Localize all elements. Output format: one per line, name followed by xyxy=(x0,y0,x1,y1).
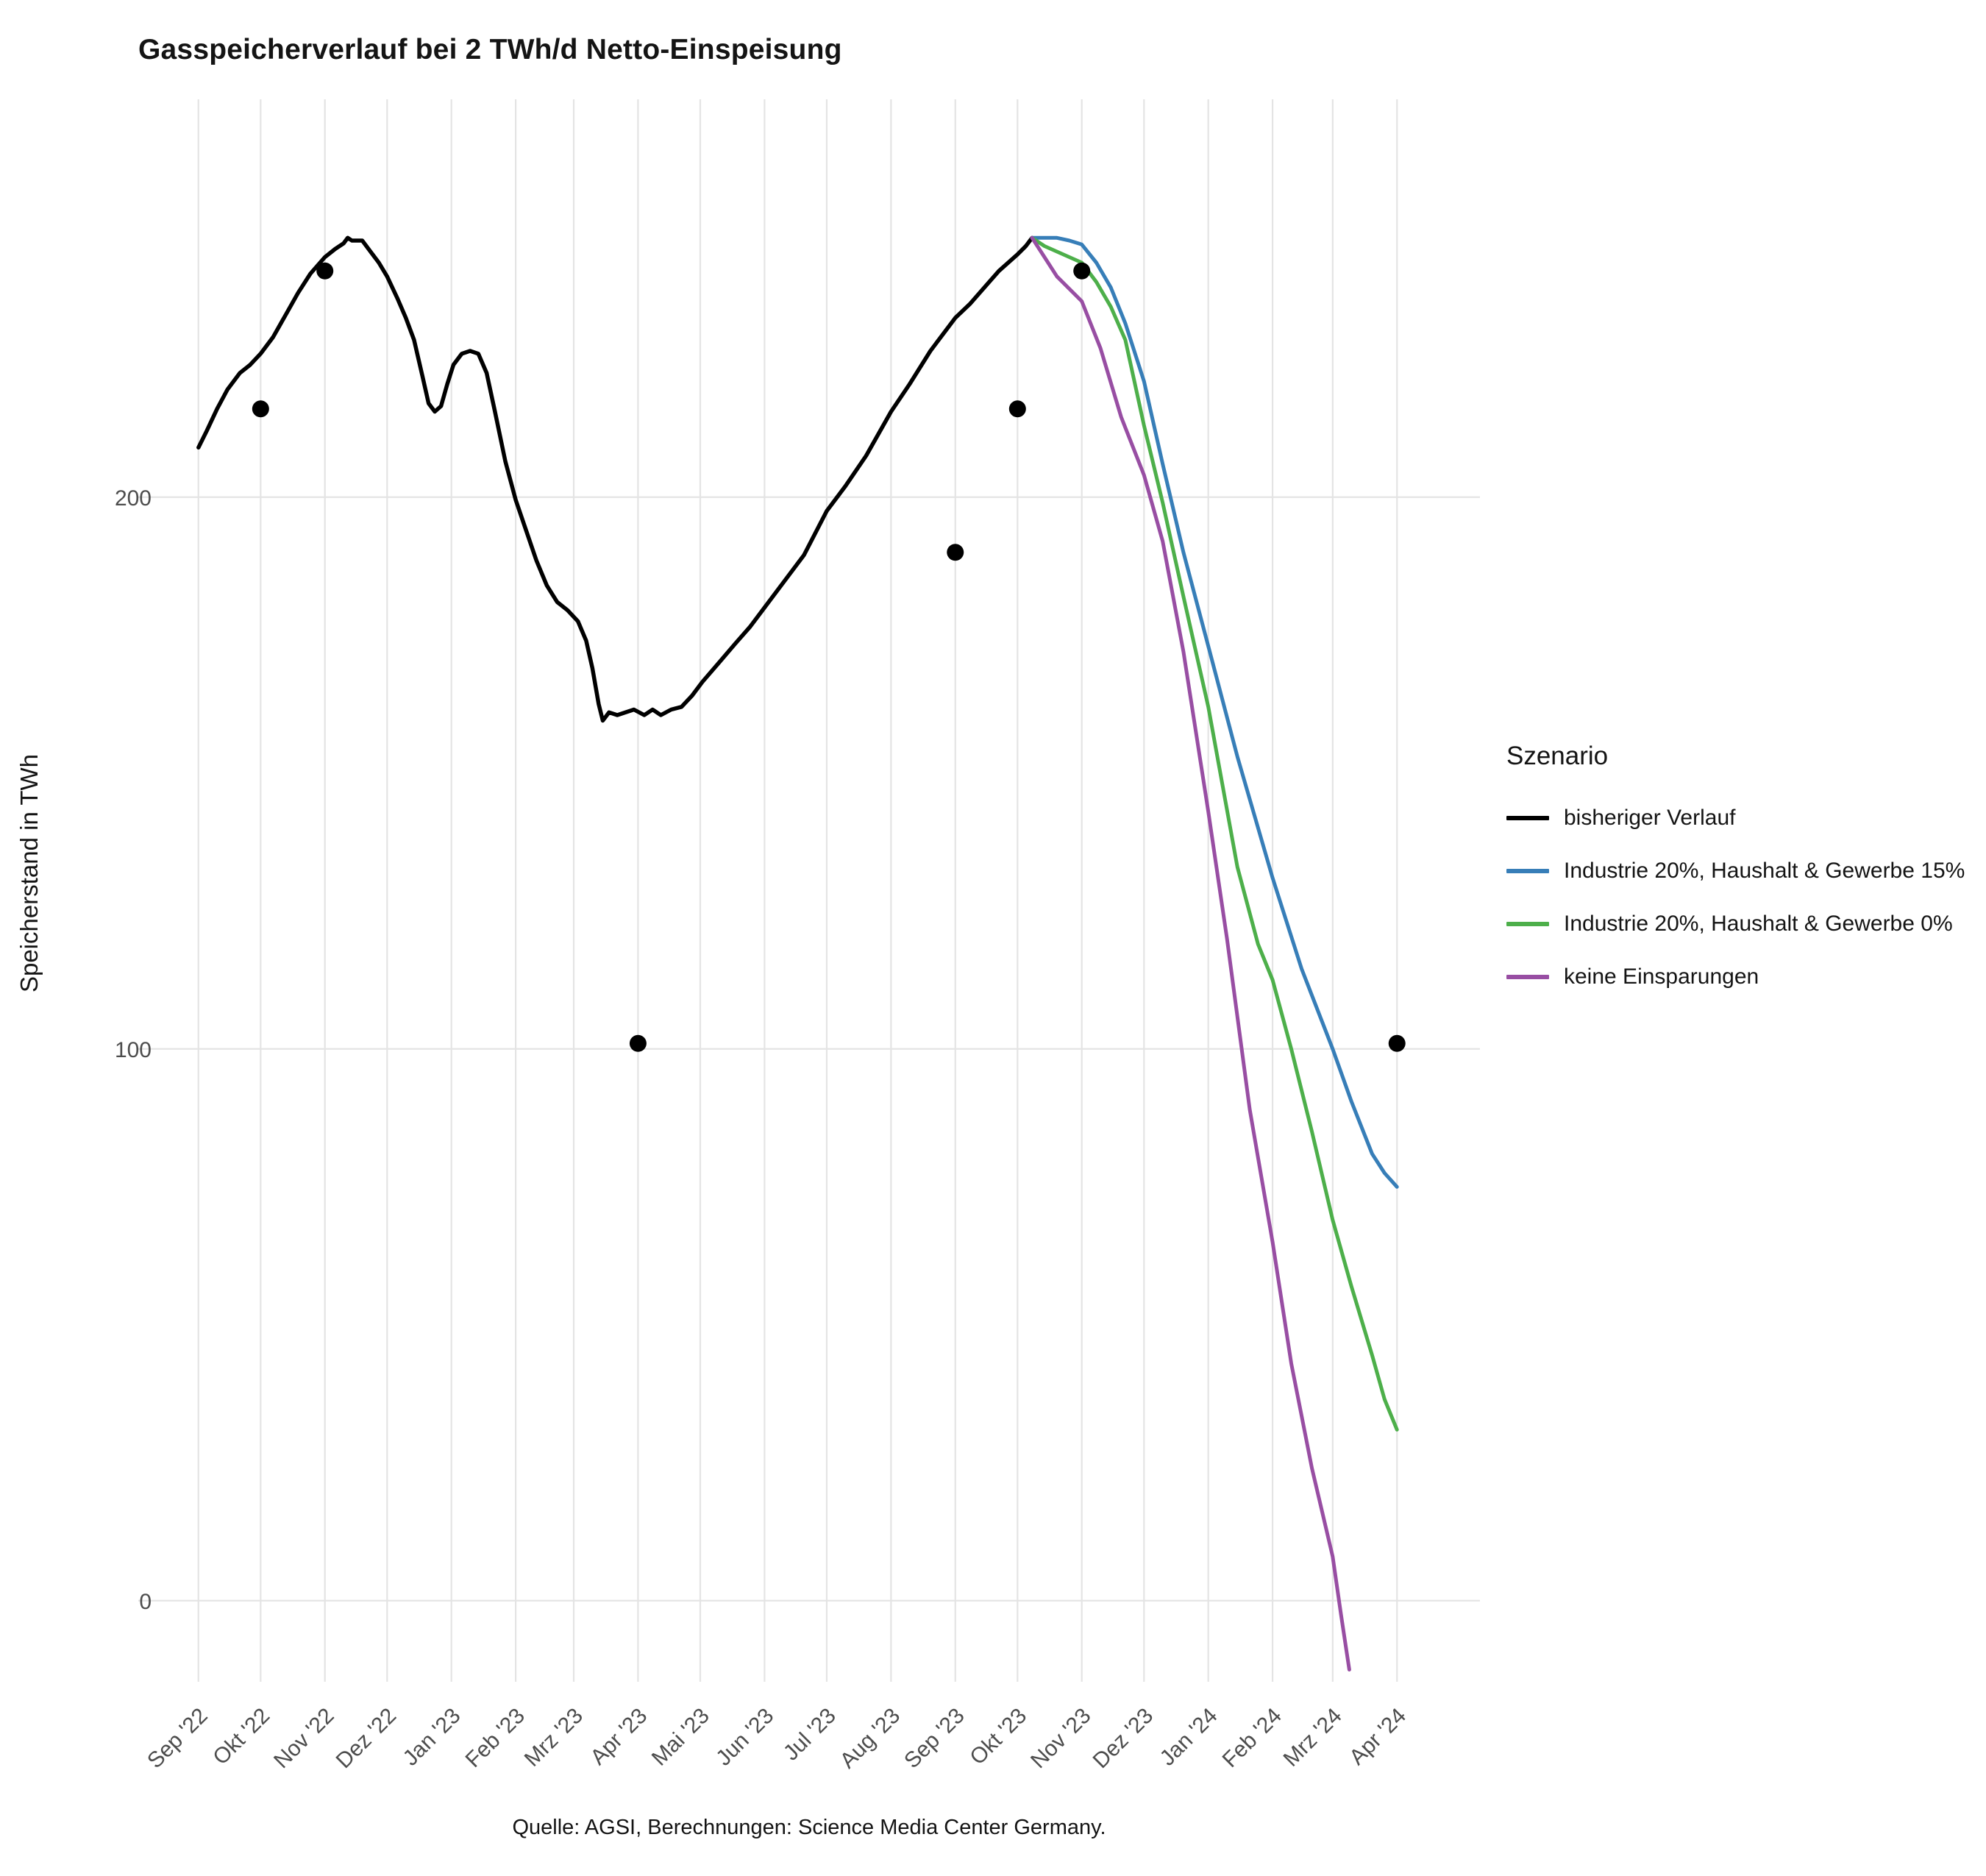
series-line-bisheriger-verlauf xyxy=(196,235,1034,723)
series-line-industrie-20-haushalt-gewerbe-15- xyxy=(1030,235,1399,1189)
target-dot xyxy=(1388,1034,1406,1052)
x-tick-label: Feb '23 xyxy=(461,1704,530,1772)
target-dot xyxy=(1073,262,1091,280)
y-axis-label: Speicherstand in TWh xyxy=(15,753,43,993)
x-tick-label: Jun '23 xyxy=(711,1704,778,1771)
x-tick-label: Sep '23 xyxy=(900,1704,969,1774)
x-tick-label: Jul '23 xyxy=(779,1704,841,1766)
legend-item-label: Industrie 20%, Haushalt & Gewerbe 15% xyxy=(1564,859,1965,883)
x-tick-label: Jan '23 xyxy=(399,1704,466,1771)
x-tick-label: Apr '23 xyxy=(586,1704,652,1770)
legend-item-label: Industrie 20%, Haushalt & Gewerbe 0% xyxy=(1564,912,1953,936)
x-tick-label: Feb '24 xyxy=(1218,1704,1286,1772)
x-tick-label: Aug '23 xyxy=(836,1704,905,1774)
y-tick-label: 100 xyxy=(115,1038,152,1062)
legend-swatch-icon xyxy=(1506,869,1549,873)
x-tick-label: Jan '24 xyxy=(1156,1704,1222,1771)
x-tick-label: Dez '22 xyxy=(332,1704,402,1774)
legend-item: bisheriger Verlauf xyxy=(1506,792,1986,845)
x-tick-label: Nov '22 xyxy=(269,1704,339,1774)
x-tick-label: Mrz '23 xyxy=(520,1704,588,1772)
y-tick-label: 0 xyxy=(139,1590,152,1614)
target-dot xyxy=(316,262,334,280)
target-dot xyxy=(1008,400,1026,418)
x-tick-label: Dez '23 xyxy=(1089,1704,1158,1774)
series-line-keine-einsparungen xyxy=(1030,235,1351,1671)
x-tick-label: Okt '23 xyxy=(965,1704,1031,1770)
legend-swatch-icon xyxy=(1506,816,1549,820)
x-tick-label: Sep '22 xyxy=(143,1704,213,1774)
target-dot xyxy=(252,400,269,418)
target-dot xyxy=(947,544,964,561)
y-tick-label: 200 xyxy=(115,486,152,511)
series-line-industrie-20-haushalt-gewerbe-0- xyxy=(1030,235,1399,1432)
legend: Szenario bisheriger Verlauf Industrie 20%… xyxy=(1506,742,1986,1003)
legend-title: Szenario xyxy=(1506,742,1609,770)
legend-swatch-icon xyxy=(1506,975,1549,979)
legend-item: Industrie 20%, Haushalt & Gewerbe 15% xyxy=(1506,845,1986,898)
target-dot xyxy=(629,1034,647,1052)
x-tick-label: Mai '23 xyxy=(647,1704,714,1771)
legend-item: Industrie 20%, Haushalt & Gewerbe 0% xyxy=(1506,898,1986,951)
legend-swatch-icon xyxy=(1506,922,1549,926)
caption: Quelle: AGSI, Berechnungen: Science Medi… xyxy=(512,1816,1106,1839)
x-tick-label: Nov '23 xyxy=(1026,1704,1096,1774)
legend-item: keine Einsparungen xyxy=(1506,951,1986,1003)
chart-title: Gasspeicherverlauf bei 2 TWh/d Netto-Ein… xyxy=(138,34,842,65)
x-tick-label: Apr '24 xyxy=(1345,1704,1411,1770)
legend-items: bisheriger Verlauf Industrie 20%, Haushal… xyxy=(1506,792,1986,1003)
x-tick-label: Mrz '24 xyxy=(1279,1704,1347,1772)
legend-item-label: bisheriger Verlauf xyxy=(1564,806,1736,830)
legend-item-label: keine Einsparungen xyxy=(1564,964,1759,989)
x-tick-label: Okt '22 xyxy=(208,1704,274,1770)
